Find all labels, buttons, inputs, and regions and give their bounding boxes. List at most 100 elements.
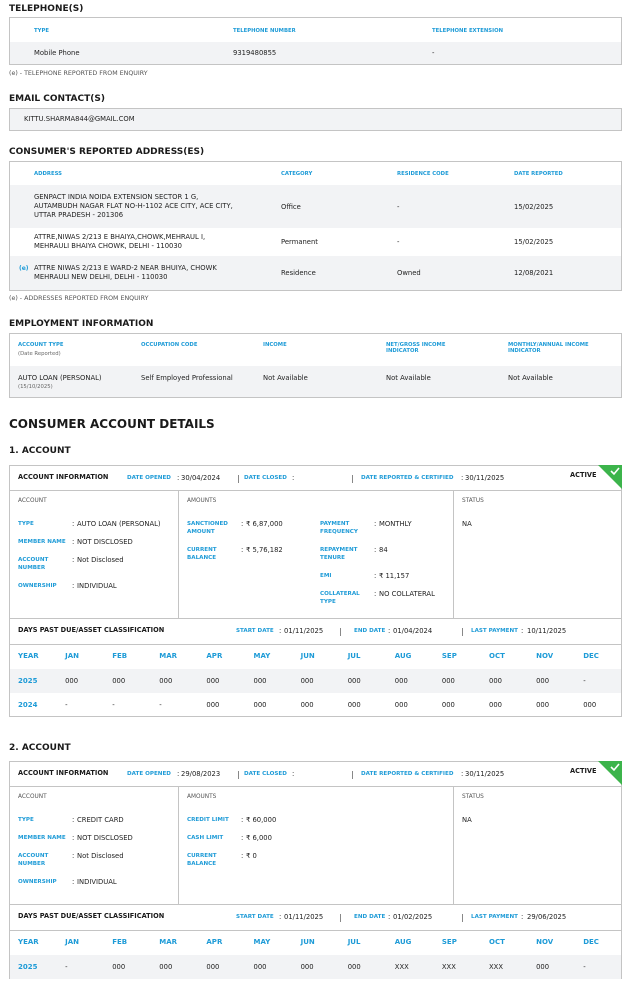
- colon: :: [241, 851, 244, 860]
- label: LAST PAYMENT: [471, 628, 518, 634]
- colon: :: [374, 589, 377, 598]
- field-label: CURRENT BALANCE: [187, 547, 217, 561]
- cell: AUTO LOAN (PERSONAL): [18, 374, 102, 382]
- month-header: JUL: [347, 938, 361, 946]
- status-value: NA: [462, 816, 472, 824]
- address-line: AUTAMBUDH NAGAR FLAT NO-H-1102 ACE CITY,…: [34, 202, 233, 210]
- field-label: COLLATERAL TYPE: [320, 591, 360, 605]
- field-label: ACCOUNT NUMBER: [18, 853, 49, 867]
- column-header: MONTHLY/ANNUAL INCOME INDICATOR: [508, 342, 589, 355]
- field-value: ₹ 60,000: [246, 815, 277, 824]
- dpd-value: -: [583, 963, 586, 971]
- label: DATE REPORTED & CERTIFIED: [361, 475, 454, 481]
- year: 2024: [18, 701, 38, 709]
- cell: Not Available: [508, 374, 553, 382]
- field-label: EMI: [320, 573, 332, 579]
- month-header: JUL: [347, 652, 361, 660]
- field-label: OWNERSHIP: [18, 583, 57, 589]
- month-header: FEB: [112, 652, 128, 660]
- dpd-value: 000: [536, 701, 550, 709]
- colon: :: [177, 474, 180, 482]
- field-label: REPAYMENT TENURE: [320, 547, 358, 561]
- status-badge: ACTIVE: [570, 471, 597, 479]
- divider: [238, 771, 239, 779]
- label: LAST PAYMENT: [471, 914, 518, 920]
- note: (e) - ADDRESSES REPORTED FROM ENQUIRY: [9, 295, 149, 302]
- column-heading: AMOUNTS: [187, 498, 217, 504]
- dpd-value: 000: [112, 677, 126, 685]
- employment-box: [9, 333, 622, 398]
- field-value: NOT DISCLOSED: [77, 833, 133, 842]
- page-heading: CONSUMER ACCOUNT DETAILS: [9, 417, 215, 431]
- column-heading: AMOUNTS: [187, 794, 217, 800]
- month-header: MAR: [159, 938, 178, 946]
- cell: 15/02/2025: [514, 238, 554, 246]
- section-title: TELEPHONE(S): [9, 4, 84, 14]
- year: 2025: [18, 963, 38, 971]
- dpd-title: DAYS PAST DUE/ASSET CLASSIFICATION: [18, 626, 165, 634]
- colon: :: [521, 913, 524, 921]
- value: 30/11/2025: [465, 770, 505, 778]
- month-header: SEP: [441, 938, 457, 946]
- dpd-value: 000: [206, 963, 220, 971]
- field-label: PAYMENT FREQUENCY: [320, 521, 358, 535]
- field-value: ₹ 6,000: [246, 833, 272, 842]
- colon: :: [241, 519, 244, 528]
- dpd-value: 000: [300, 701, 314, 709]
- divider: [462, 628, 463, 636]
- dpd-value: -: [159, 701, 162, 709]
- address-box: [9, 161, 622, 291]
- field-value: INDIVIDUAL: [77, 877, 117, 886]
- month-header: NOV: [536, 652, 554, 660]
- field-label: MEMBER NAME: [18, 539, 66, 545]
- colon: :: [374, 519, 377, 528]
- colon: :: [292, 770, 295, 778]
- divider: [453, 786, 454, 904]
- colon: :: [241, 833, 244, 842]
- field-value: AUTO LOAN (PERSONAL): [77, 519, 161, 528]
- field-value: NO COLLATERAL: [379, 589, 435, 598]
- address-line: MEHRAULI NEW DELHI, DELHI - 110030: [34, 273, 168, 281]
- month-header: NOV: [536, 938, 554, 946]
- month-header: JUN: [300, 938, 315, 946]
- cell: Not Available: [263, 374, 308, 382]
- value: 29/08/2023: [181, 770, 221, 778]
- value: 01/11/2025: [284, 913, 324, 921]
- dpd-value: XXX: [394, 963, 409, 971]
- colon: :: [72, 851, 75, 860]
- year: 2025: [18, 677, 38, 685]
- value: 01/02/2025: [393, 913, 433, 921]
- field-value: INDIVIDUAL: [77, 581, 117, 590]
- field-label: TYPE: [18, 521, 34, 527]
- row-bg: [10, 366, 621, 397]
- field-label: CURRENT BALANCE: [187, 853, 217, 867]
- cell: Self Employed Professional: [141, 374, 233, 382]
- active-corner: [598, 465, 622, 489]
- value: 30/04/2024: [181, 474, 221, 482]
- check-corner: [598, 761, 622, 785]
- column-subheader: (Date Reported): [18, 350, 61, 357]
- section-title: EMAIL CONTACT(S): [9, 94, 105, 104]
- colon: :: [461, 474, 464, 482]
- dpd-value: 000: [347, 963, 361, 971]
- column-header: OCCUPATION CODE: [141, 342, 198, 348]
- field-value: ₹ 6,87,000: [246, 519, 283, 528]
- dpd-value: 000: [112, 963, 126, 971]
- cell: -: [397, 238, 400, 246]
- month-header: YEAR: [18, 938, 39, 946]
- divider: [340, 914, 341, 922]
- column-header: RESIDENCE CODE: [397, 171, 449, 177]
- field-label: ACCOUNT NUMBER: [18, 557, 49, 571]
- label: DATE OPENED: [127, 771, 171, 777]
- month-header: OCT: [489, 652, 505, 660]
- field-value: MONTHLY: [379, 519, 412, 528]
- colon: :: [521, 627, 524, 635]
- dpd-value: XXX: [489, 963, 503, 971]
- value: 01/04/2024: [393, 627, 433, 635]
- column-header: TELEPHONE NUMBER: [233, 28, 296, 34]
- field-value: ₹ 5,76,182: [246, 545, 283, 554]
- divider: [462, 914, 463, 922]
- info-label: ACCOUNT INFORMATION: [18, 473, 109, 481]
- month-header: FEB: [112, 938, 128, 946]
- colon: :: [388, 627, 391, 635]
